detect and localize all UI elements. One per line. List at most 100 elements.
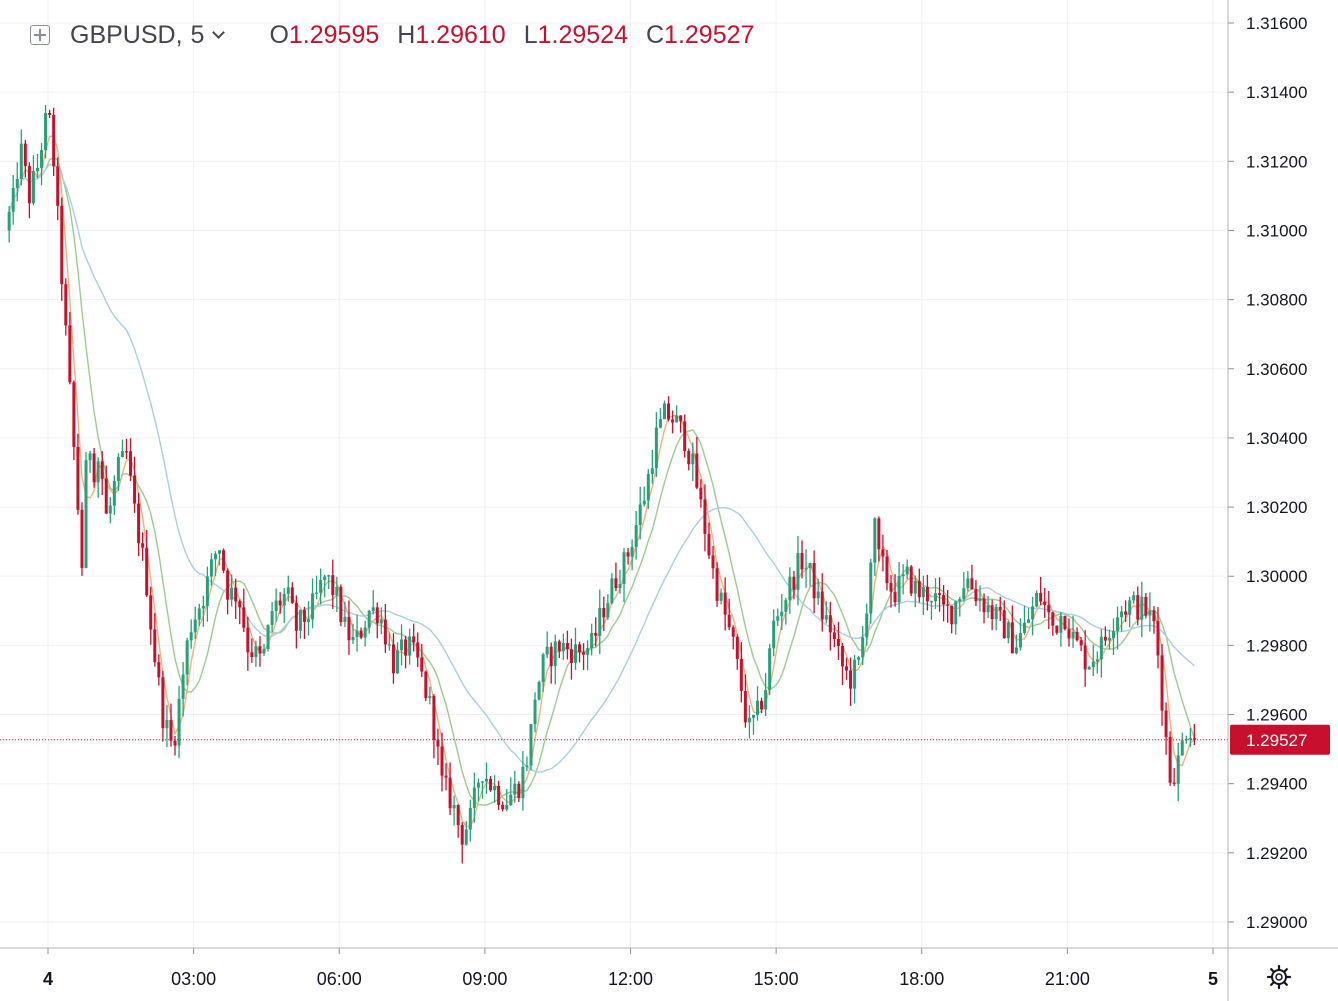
candle	[796, 536, 800, 606]
candle	[553, 634, 557, 685]
candle	[537, 680, 541, 701]
candle	[323, 574, 327, 598]
candle	[974, 579, 978, 607]
moving-average-fast	[8, 135, 1195, 828]
time-tick-label: 4	[43, 969, 53, 989]
candle	[679, 415, 683, 433]
settings-gear[interactable]	[1266, 964, 1292, 990]
candle	[1091, 644, 1095, 677]
candle	[650, 449, 654, 484]
time-tick-label: 5	[1208, 969, 1218, 989]
high-value: 1.29610	[415, 20, 506, 49]
candle	[480, 781, 484, 799]
candle	[213, 551, 217, 577]
candle	[869, 558, 873, 624]
candle	[145, 529, 149, 598]
last-price-tag: 1.29527	[1230, 724, 1330, 755]
candle	[586, 640, 590, 671]
candle	[800, 540, 804, 579]
candle	[391, 633, 395, 684]
candle	[1027, 608, 1031, 624]
candle	[545, 631, 549, 659]
candle	[703, 484, 707, 552]
candle	[120, 439, 124, 458]
candle	[1176, 742, 1180, 802]
candle	[1083, 630, 1087, 687]
candle	[193, 606, 197, 639]
candle	[1079, 636, 1083, 652]
symbol-name[interactable]: GBPUSD,	[70, 20, 183, 49]
candle	[124, 438, 128, 459]
resolution-value[interactable]: 5	[190, 20, 205, 49]
candle	[662, 400, 666, 420]
candle	[112, 475, 116, 515]
candle	[88, 450, 92, 473]
close-key: C	[645, 20, 665, 49]
candle	[699, 479, 703, 508]
candle	[141, 532, 145, 561]
candle	[181, 662, 185, 717]
plus-square-icon[interactable]	[30, 25, 50, 45]
candle	[1128, 596, 1132, 628]
candle	[751, 714, 755, 735]
candle	[1014, 634, 1018, 655]
candle	[521, 751, 525, 811]
candle	[100, 451, 104, 495]
candle	[169, 703, 173, 747]
candle	[48, 109, 52, 119]
candle	[1111, 618, 1115, 655]
candle	[84, 452, 88, 569]
candle	[1047, 590, 1051, 630]
candle	[1087, 665, 1091, 670]
candle	[64, 278, 68, 336]
candle	[711, 546, 715, 579]
candle	[319, 568, 323, 605]
candle	[27, 162, 31, 219]
candle	[246, 616, 250, 671]
candle	[464, 821, 468, 846]
candle	[351, 623, 355, 644]
open-value: 1.29595	[288, 20, 380, 49]
candle	[258, 636, 262, 667]
candle	[149, 586, 153, 645]
candle	[1031, 596, 1035, 636]
candle	[861, 625, 865, 666]
candle	[157, 654, 161, 686]
candle	[383, 604, 387, 653]
candle	[768, 643, 772, 696]
time-scale[interactable]: 4 03:00 06:00 09:00 12:00 15:00 18:00 21:00 5	[43, 969, 1218, 989]
candle	[468, 799, 472, 842]
gear-icon[interactable]	[1266, 964, 1292, 990]
price-scale[interactable]: 1.29000 1.29200 1.29400 1.29600 1.29800 1.300…	[1246, 14, 1307, 932]
candle	[1136, 586, 1140, 626]
candle	[731, 625, 735, 650]
candle	[513, 770, 517, 803]
chevron-down-icon[interactable]	[212, 25, 226, 39]
candle	[400, 624, 404, 666]
candle	[327, 574, 331, 589]
candle	[19, 129, 23, 186]
candle	[108, 497, 112, 524]
candle	[307, 601, 311, 636]
candle	[687, 448, 691, 471]
low-key: L	[523, 20, 538, 49]
candle	[375, 602, 379, 639]
candle	[161, 671, 165, 742]
candle	[509, 777, 513, 807]
candle	[816, 579, 820, 605]
candle	[901, 564, 905, 595]
candle	[1180, 732, 1184, 756]
candle	[201, 595, 205, 627]
candle	[982, 593, 986, 624]
candle	[938, 577, 942, 612]
candle	[1055, 625, 1059, 635]
candle	[250, 638, 254, 663]
candle	[990, 599, 994, 631]
candle	[962, 572, 966, 602]
candle	[913, 575, 917, 608]
candle	[189, 619, 193, 649]
candle	[40, 143, 44, 186]
candle	[274, 588, 278, 622]
candle	[209, 553, 213, 586]
